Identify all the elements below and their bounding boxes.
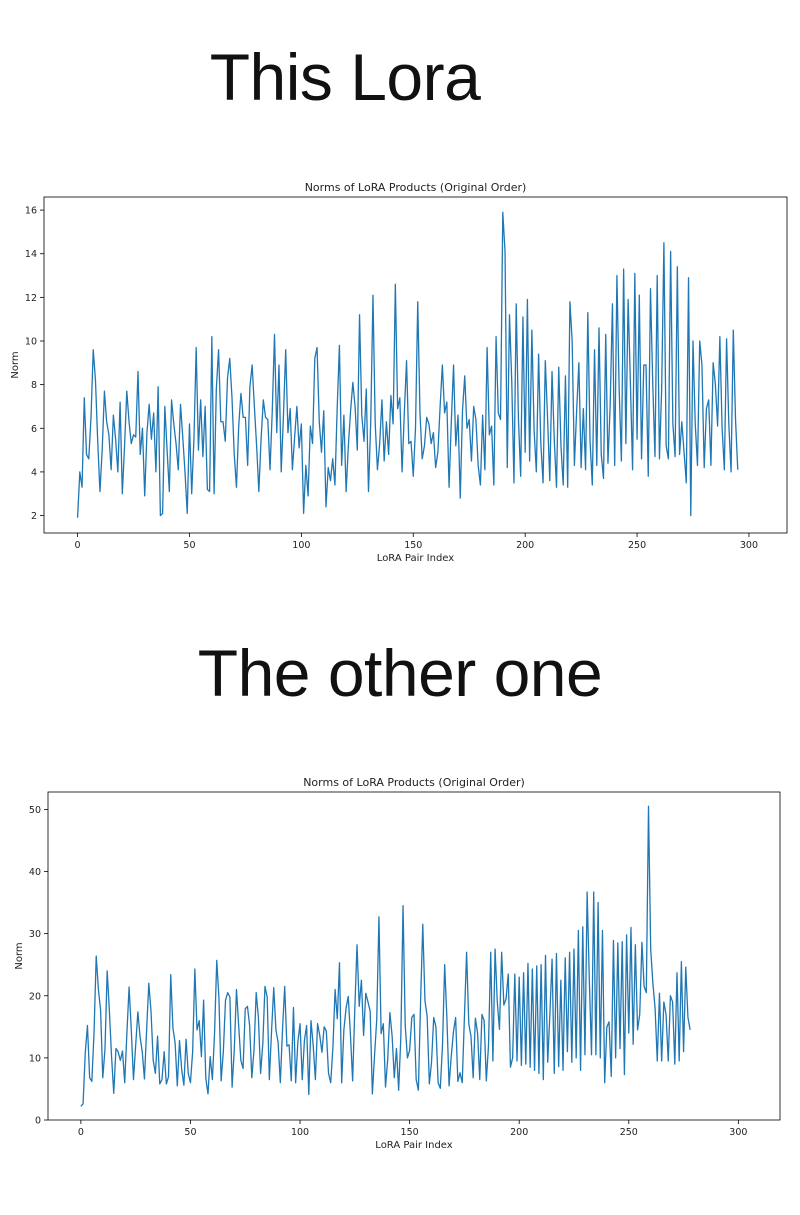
chart-the-other-one: Norms of LoRA Products (Original Order) 0…: [14, 776, 781, 1151]
y-tick-label: 2: [31, 511, 37, 522]
y-tick-label: 6: [31, 424, 37, 435]
y-tick-label: 10: [29, 1053, 41, 1064]
x-tick-label: 0: [78, 1127, 84, 1138]
y-axis-label: Norm: [10, 351, 21, 378]
x-axis-label: LoRA Pair Index: [375, 1140, 452, 1151]
y-tick-label: 50: [29, 805, 41, 816]
series-line: [76, 211, 739, 518]
x-tick-label: 250: [628, 540, 646, 551]
x-tick-label: 200: [510, 1127, 528, 1138]
y-tick-label: 14: [25, 249, 37, 260]
series-line: [80, 805, 691, 1107]
x-tick-label: 300: [729, 1127, 747, 1138]
chart-this-lora: Norms of LoRA Products (Original Order) 0…: [10, 181, 788, 564]
x-tick-label: 200: [516, 540, 534, 551]
y-tick-label: 20: [29, 991, 41, 1002]
chart-title: Norms of LoRA Products (Original Order): [305, 181, 527, 194]
x-tick-label: 100: [292, 540, 310, 551]
x-tick-label: 100: [291, 1127, 309, 1138]
y-tick-label: 4: [31, 467, 37, 478]
y-tick-label: 0: [35, 1116, 41, 1127]
x-tick-label: 150: [404, 540, 422, 551]
x-tick-label: 50: [183, 540, 195, 551]
chart-title: Norms of LoRA Products (Original Order): [303, 776, 525, 789]
heading-this-lora: This Lora: [209, 40, 481, 114]
y-tick-label: 30: [29, 929, 41, 940]
y-tick-label: 8: [31, 380, 37, 391]
heading-the-other-one: The other one: [197, 636, 603, 710]
x-tick-label: 250: [620, 1127, 638, 1138]
plot-frame: [43, 196, 788, 534]
y-tick-label: 10: [25, 337, 37, 348]
y-axis-label: Norm: [14, 942, 25, 969]
y-tick-label: 40: [29, 867, 41, 878]
x-tick-label: 0: [75, 540, 81, 551]
x-tick-label: 150: [401, 1127, 419, 1138]
x-tick-label: 50: [184, 1127, 196, 1138]
plot-frame: [47, 791, 781, 1121]
x-tick-label: 300: [740, 540, 758, 551]
y-tick-label: 16: [25, 206, 37, 217]
y-tick-label: 12: [25, 293, 37, 304]
x-axis-label: LoRA Pair Index: [377, 553, 454, 564]
